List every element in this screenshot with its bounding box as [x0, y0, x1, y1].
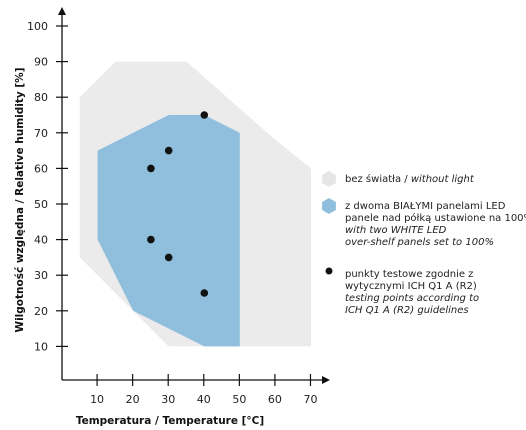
legend-text-test_points: testing points according to [345, 293, 479, 304]
legend-text-white_led: over-shelf panels set to 100% [345, 237, 494, 248]
x-ticks: 10 20 30 40 50 60 70 [90, 374, 317, 406]
test-point-2 [165, 147, 173, 155]
y-axis-arrow [58, 7, 66, 15]
y-tick-label-90: 90 [34, 56, 48, 69]
x-tick-label-50: 50 [232, 393, 246, 406]
x-axis-title: Temperatura / Temperature [°C] [76, 415, 264, 427]
legend-text-white_led: panele nad półką ustawione na 100% [345, 212, 526, 224]
y-tick-label-10: 10 [34, 340, 48, 353]
test-point-3 [201, 111, 209, 119]
legend-text-test_points: ICH Q1 A (R2) guidelines [345, 305, 469, 316]
legend-text-white_led: z dwoma BIAŁYMI panelami LED [345, 201, 506, 212]
y-tick-label-80: 80 [34, 91, 48, 104]
test-point-4 [147, 236, 155, 244]
test-point-5 [165, 254, 173, 262]
legend-marker-test_points [326, 268, 333, 275]
test-point-6 [201, 289, 209, 297]
x-tick-label-70: 70 [303, 393, 317, 406]
x-tick-label-60: 60 [268, 393, 282, 406]
legend-text-white_led: with two WHITE LED [345, 225, 447, 236]
y-tick-label-20: 20 [34, 305, 48, 318]
y-tick-label-100: 100 [27, 20, 48, 33]
legend-text-test_points: punkty testowe zgodnie z [345, 269, 473, 280]
x-tick-label-10: 10 [90, 393, 104, 406]
y-tick-label-40: 40 [34, 234, 48, 247]
legend-text-test_points: wytycznymi ICH Q1 A (R2) [345, 281, 477, 292]
y-tick-label-60: 60 [34, 162, 48, 175]
legend-marker-without_light [322, 171, 336, 187]
x-tick-label-40: 40 [197, 393, 211, 406]
y-tick-label-50: 50 [34, 198, 48, 211]
region-layer [80, 62, 311, 347]
x-tick-label-20: 20 [126, 393, 140, 406]
x-tick-label-30: 30 [161, 393, 175, 406]
legend-marker-white_led [322, 198, 336, 214]
y-axis-title: Wilgotność względna / Relative humidity … [14, 68, 26, 333]
y-tick-label-30: 30 [34, 269, 48, 282]
test-point-1 [147, 165, 155, 173]
x-axis-arrow [322, 376, 330, 384]
y-tick-label-70: 70 [34, 127, 48, 140]
legend: bez światła / without light z dwoma BIAŁY… [322, 171, 526, 316]
legend-text-without_light: bez światła / without light [345, 173, 475, 185]
